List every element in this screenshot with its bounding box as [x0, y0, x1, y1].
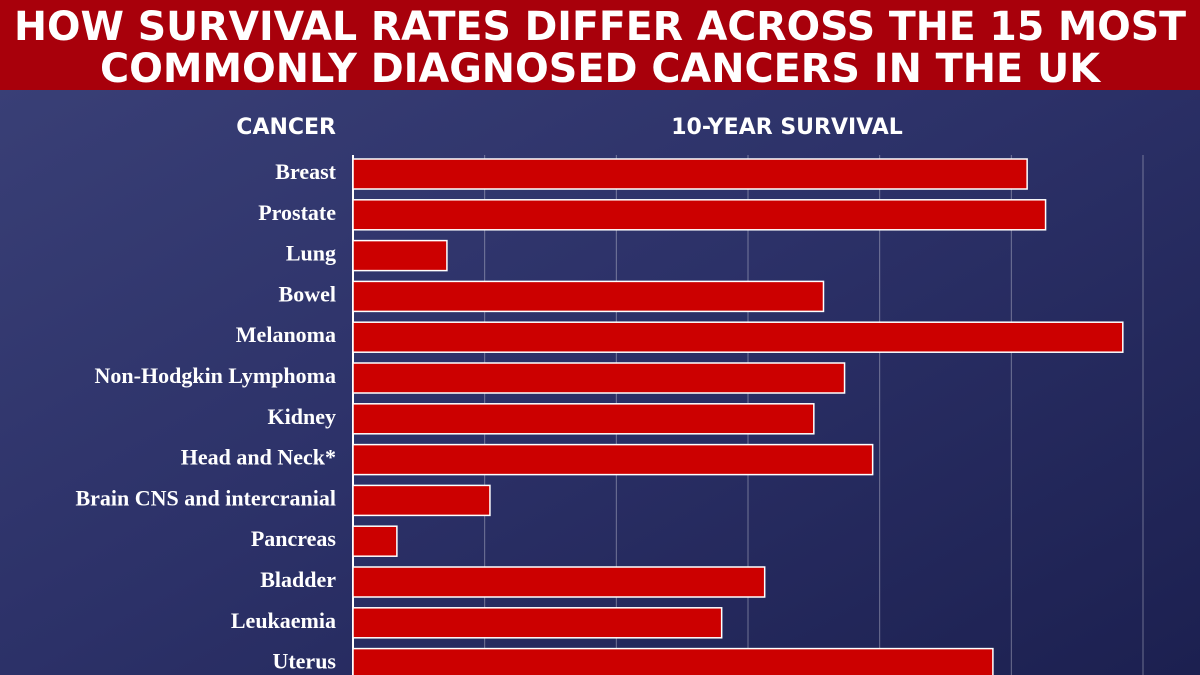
bars: [352, 158, 1124, 675]
bar: [352, 199, 1047, 231]
bar: [352, 484, 491, 517]
category-label: Bowel: [279, 281, 336, 306]
header-band: [0, 0, 1200, 90]
category-label: Brain CNS and intercranial: [75, 485, 336, 510]
category-label: Uterus: [272, 649, 336, 674]
bar: [352, 321, 1124, 353]
bar: [352, 607, 723, 639]
bar: [352, 239, 448, 272]
bar: [352, 158, 1028, 190]
chart-title: COMMONLY DIAGNOSED CANCERS IN THE UK: [100, 46, 1102, 92]
category-label: Bladder: [260, 567, 336, 592]
column-header: 10-YEAR SURVIVAL: [671, 115, 903, 140]
bar: [352, 403, 815, 435]
category-label: Pancreas: [251, 526, 337, 551]
bar: [352, 525, 398, 557]
category-label: Leukaemia: [231, 608, 336, 633]
category-label: Non-Hodgkin Lymphoma: [95, 363, 336, 388]
category-label: Lung: [286, 241, 336, 266]
chart-title: HOW SURVIVAL RATES DIFFER ACROSS THE 15 …: [14, 4, 1187, 50]
bar: [352, 280, 825, 313]
column-header: CANCER: [236, 115, 336, 140]
category-label: Breast: [275, 159, 336, 184]
category-label: Kidney: [268, 404, 336, 429]
bar: [352, 566, 766, 598]
category-label: Head and Neck*: [181, 445, 336, 470]
bar: [352, 362, 846, 394]
bar: [352, 443, 874, 476]
bar: [352, 647, 994, 675]
category-label: Melanoma: [236, 322, 336, 347]
category-label: Prostate: [258, 200, 336, 225]
